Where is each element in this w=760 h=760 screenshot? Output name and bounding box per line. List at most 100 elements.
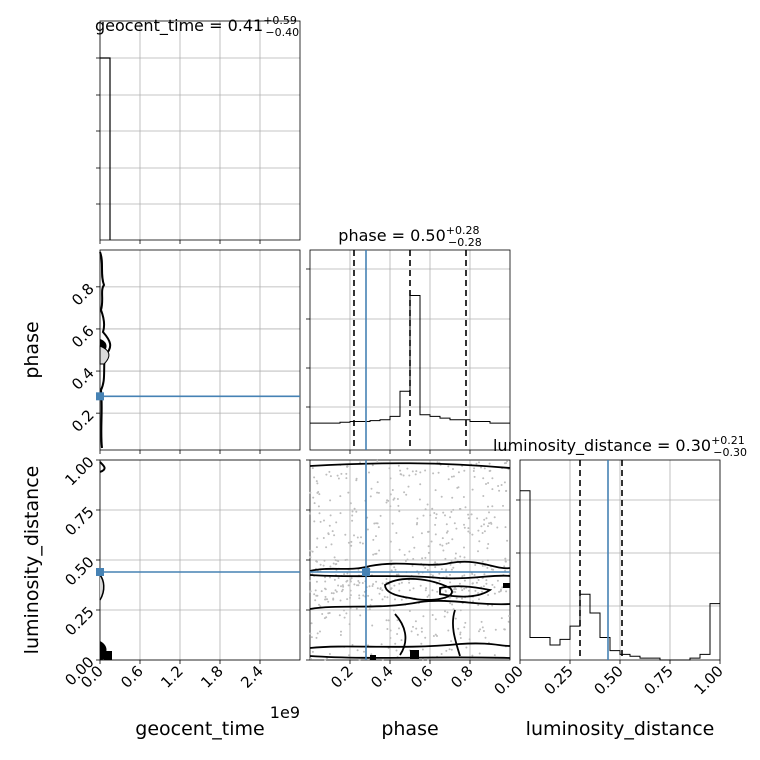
scatter-point xyxy=(397,464,400,467)
scatter-point xyxy=(320,590,323,593)
scatter-point xyxy=(359,461,362,464)
scatter-point xyxy=(485,582,488,585)
scatter-point xyxy=(385,501,388,504)
scatter-point xyxy=(464,506,467,509)
injection-marker xyxy=(96,568,104,576)
density-peak xyxy=(104,651,112,660)
scatter-point xyxy=(481,560,484,563)
scatter-point xyxy=(459,631,462,634)
scatter-point xyxy=(499,590,502,593)
scatter-point xyxy=(313,593,316,596)
scatter-point xyxy=(331,530,334,533)
scatter-point xyxy=(426,503,429,506)
scatter-point xyxy=(358,597,361,600)
hist-step xyxy=(100,57,111,240)
scatter-point xyxy=(340,630,342,633)
scatter-point xyxy=(455,527,458,530)
scatter-point xyxy=(491,604,494,607)
scatter-point xyxy=(390,569,393,572)
scatter-point xyxy=(436,635,438,637)
scatter-point xyxy=(483,518,486,521)
scatter-point xyxy=(316,537,319,540)
scatter-point xyxy=(424,556,427,559)
scatter-point xyxy=(442,511,445,514)
scatter-point xyxy=(391,489,394,491)
scatter-point xyxy=(449,581,452,584)
scatter-point xyxy=(371,624,374,627)
x-axis-label-phase: phase xyxy=(381,718,438,740)
contour-line xyxy=(309,642,511,649)
scatter-point xyxy=(414,473,417,476)
scatter-point xyxy=(427,594,430,597)
scatter-point xyxy=(381,589,384,592)
scatter-point xyxy=(440,653,443,655)
scatter-point xyxy=(412,625,414,628)
scatter-point xyxy=(419,471,422,474)
scatter-point xyxy=(309,556,312,559)
scatter-point xyxy=(463,626,466,629)
scatter-point xyxy=(369,495,372,498)
scatter-point xyxy=(350,540,353,543)
scatter-point xyxy=(477,579,480,581)
scatter-point xyxy=(484,636,487,639)
scatter-point xyxy=(342,585,345,588)
scatter-point xyxy=(481,590,483,593)
contour-line xyxy=(309,574,511,580)
scatter-point xyxy=(447,478,450,481)
scatter-point xyxy=(358,594,361,597)
scatter-point xyxy=(349,502,352,505)
scatter-point xyxy=(424,636,427,639)
scatter-point xyxy=(457,627,460,630)
scatter-point xyxy=(441,544,444,547)
scatter-point xyxy=(485,579,488,582)
scatter-point xyxy=(376,481,379,484)
scatter-point xyxy=(478,630,480,633)
scatter-point xyxy=(347,491,350,494)
scatter-point xyxy=(446,530,449,533)
scatter-point xyxy=(446,611,449,614)
scatter-point xyxy=(375,535,377,538)
scatter-point xyxy=(344,559,347,561)
scatter-point xyxy=(373,522,376,525)
scatter-point xyxy=(411,536,414,539)
scatter-point xyxy=(450,640,453,643)
scatter-point xyxy=(340,472,343,475)
scatter-point xyxy=(503,628,506,631)
scatter-point xyxy=(408,589,411,592)
scatter-point xyxy=(358,658,361,661)
scatter-point xyxy=(335,563,338,565)
scatter-point xyxy=(332,598,335,601)
scatter-point xyxy=(464,621,467,624)
scatter-point xyxy=(349,594,352,597)
scatter-point xyxy=(449,573,451,576)
scatter-point xyxy=(421,648,424,651)
scatter-point xyxy=(451,538,454,541)
panel-title-luminosity_distance: luminosity_distance = 0.30+0.21 −0.30 xyxy=(493,434,747,459)
panel-title-phase: phase = 0.50+0.28 −0.28 xyxy=(338,224,481,249)
scatter-point xyxy=(478,652,481,655)
contour-line xyxy=(384,577,453,601)
scatter-point xyxy=(381,582,384,585)
scatter-point xyxy=(487,505,489,508)
scatter-point xyxy=(311,650,314,653)
scatter-point xyxy=(491,488,494,491)
scatter-point xyxy=(416,517,419,520)
scatter-point xyxy=(311,550,314,553)
scatter-point xyxy=(478,540,481,543)
y-tick-label: 1.00 xyxy=(61,453,97,489)
contour-line xyxy=(309,599,511,610)
scatter-point xyxy=(507,620,510,623)
scatter-point xyxy=(483,523,485,526)
scatter-point xyxy=(505,490,507,492)
scatter-point xyxy=(439,543,442,546)
scatter-point xyxy=(370,487,373,490)
scatter-point xyxy=(400,473,403,476)
scatter-point xyxy=(351,514,354,517)
scatter-point xyxy=(338,614,341,617)
scatter-point xyxy=(445,531,448,534)
scatter-point xyxy=(309,512,312,515)
scatter-point xyxy=(328,653,331,655)
scatter-point xyxy=(371,585,374,587)
scatter-point xyxy=(324,580,327,583)
scatter-point xyxy=(309,579,311,582)
